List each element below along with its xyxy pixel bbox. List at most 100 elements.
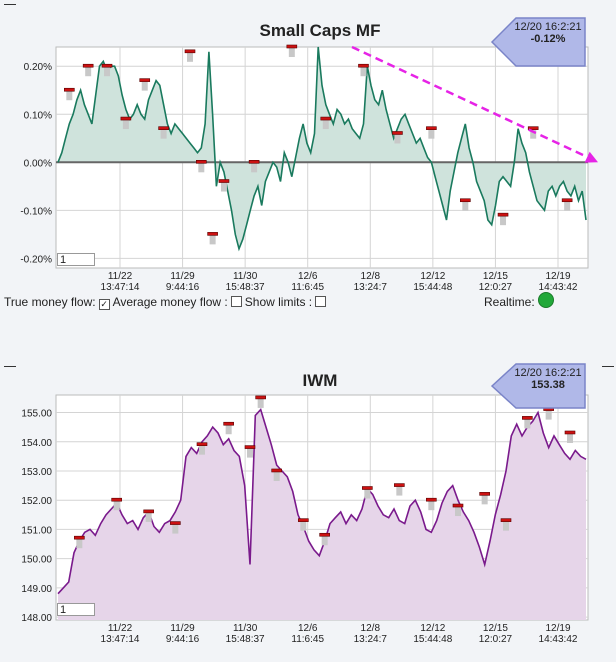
period-input[interactable]: 1 <box>57 603 95 616</box>
marker-shadow <box>481 494 488 505</box>
marker <box>248 160 260 164</box>
panel-separator-right <box>602 366 614 367</box>
chart-title: IWM <box>303 371 338 390</box>
axes: 0.20% 0.10% 0.00% -0.10% -0.20% 11/2213:47:14… <box>20 62 578 292</box>
marker-shadow <box>428 500 435 511</box>
marker-shadow <box>500 215 507 226</box>
marker <box>362 486 373 490</box>
marker-shadow <box>524 418 531 429</box>
marker-shadow <box>530 128 537 139</box>
y-tick-label: -0.10% <box>20 206 52 217</box>
x-tick-date: 12/12 <box>420 271 445 282</box>
marker <box>522 416 533 420</box>
marker <box>286 44 298 49</box>
marker-shadow <box>428 128 435 139</box>
marker <box>170 521 181 525</box>
marker-shadow <box>455 506 461 517</box>
x-tick-time: 15:48:37 <box>226 634 265 645</box>
marker <box>358 63 369 68</box>
marker <box>426 126 437 130</box>
y-tick-label: 154.00 <box>21 438 52 449</box>
area-fill <box>58 47 586 249</box>
marker-shadow <box>172 523 179 534</box>
marker <box>271 468 282 473</box>
x-tick-time: 11:6:45 <box>291 634 324 645</box>
realtime-badge: 12/20 16:2:21 -0.12% <box>490 17 586 67</box>
marker-shadow <box>122 119 129 130</box>
x-tick-time: 13:47:14 <box>101 634 140 645</box>
x-tick-date: 11/22 <box>108 623 133 634</box>
true-flow-checkbox[interactable]: ✓ <box>98 299 110 310</box>
marker <box>479 492 490 496</box>
x-tick-date: 11/29 <box>170 623 195 634</box>
x-tick-time: 15:44:48 <box>413 282 452 292</box>
marker-shadow <box>220 181 227 192</box>
marker-shadow <box>141 80 148 91</box>
marker-shadow <box>567 432 573 443</box>
marker-shadow <box>462 200 469 211</box>
x-tick-date: 12/15 <box>483 623 508 634</box>
panel-separator-top <box>4 4 16 5</box>
y-tick-label: 0.20% <box>24 62 52 73</box>
x-tick-date: 12/6 <box>298 623 318 634</box>
marker <box>223 421 234 426</box>
marker-shadow <box>225 424 232 435</box>
marker <box>394 483 405 487</box>
trend-line <box>351 45 589 159</box>
marker-shadow <box>104 66 111 77</box>
marker <box>255 395 266 400</box>
money-flow-controls: True money flow: ✓ Average money flow : Sho… <box>4 295 329 310</box>
badge-value: 153.38 <box>531 379 565 391</box>
marker-shadow <box>300 520 307 531</box>
marker <box>101 63 113 68</box>
marker-shadow <box>251 162 258 173</box>
small-caps-mf-chart: Small Caps MF 0.20% 0.10% 0.00% -0.10% -0.20… <box>20 17 598 292</box>
realtime-indicator-icon[interactable] <box>538 292 554 308</box>
markers <box>64 44 573 245</box>
marker <box>561 198 573 203</box>
x-tick-date: 12/12 <box>420 623 445 634</box>
marker <box>64 87 75 92</box>
limits-label: Show limits : <box>244 295 313 309</box>
marker <box>452 503 464 508</box>
marker <box>111 497 122 502</box>
trend-arrow <box>351 45 598 163</box>
x-tick-time: 13:47:14 <box>101 282 140 292</box>
x-tick-date: 12/19 <box>545 271 570 282</box>
x-tick-date: 11/22 <box>108 271 133 282</box>
marker <box>196 160 207 164</box>
marker-shadow <box>85 66 92 77</box>
x-tick-time: 9:44:16 <box>166 282 200 292</box>
panel-separator-mid <box>4 366 16 367</box>
series-line <box>57 46 587 252</box>
marker-shadow <box>564 200 571 211</box>
avg-flow-checkbox[interactable] <box>230 296 242 307</box>
marker <box>298 518 309 522</box>
marker-shadow <box>209 234 216 245</box>
marker-shadow <box>273 470 280 481</box>
marker-shadow <box>322 119 329 130</box>
trend-arrowhead <box>584 151 598 163</box>
x-tick-time: 15:44:48 <box>413 634 452 645</box>
marker <box>392 131 403 135</box>
y-tick-label: 0.10% <box>24 110 52 121</box>
series-area <box>56 46 588 252</box>
marker <box>158 126 169 130</box>
marker-shadow <box>396 485 403 496</box>
axes: 155.00 154.00 153.00 152.00 151.00 150.00 149.… <box>21 409 577 645</box>
area-fill <box>58 409 586 620</box>
marker-shadow <box>364 488 371 499</box>
marker <box>320 116 332 121</box>
limits-checkbox[interactable] <box>315 296 327 307</box>
marker <box>120 116 132 121</box>
x-tick-date: 12/8 <box>361 271 381 282</box>
x-tick-time: 9:44:16 <box>166 634 200 645</box>
x-tick-time: 13:24:7 <box>354 282 388 292</box>
y-tick-label: 148.00 <box>21 613 52 624</box>
x-tick-date: 11/29 <box>170 271 195 282</box>
x-tick-time: 15:48:37 <box>226 282 265 292</box>
marker-shadow <box>198 162 205 173</box>
period-input[interactable]: 1 <box>57 253 95 266</box>
x-tick-time: 11:6:45 <box>291 282 324 292</box>
x-tick-date: 11/30 <box>233 623 258 634</box>
